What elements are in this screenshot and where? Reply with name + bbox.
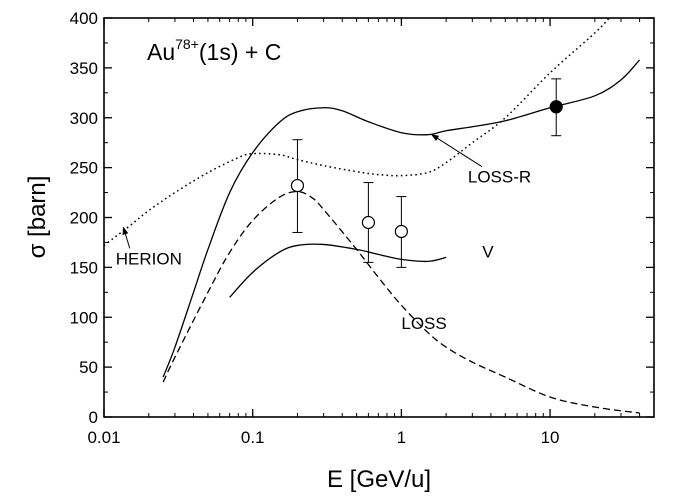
- annotation-superscript: 78+: [175, 36, 199, 52]
- open-circle-marker: [394, 224, 408, 239]
- y-tick-label: 250: [70, 159, 98, 178]
- y-axis-label: σ [barn]: [24, 176, 51, 259]
- curve-label-herion: HERION: [116, 249, 182, 268]
- measurement-point: [290, 139, 305, 233]
- y-tick-label: 200: [70, 209, 98, 228]
- y-tick-label: 50: [79, 358, 98, 377]
- x-tick-label: 0.01: [87, 428, 120, 447]
- x-tick-label: 10: [541, 428, 560, 447]
- curve-label-loss: LOSS: [401, 314, 446, 333]
- curve-label-v: V: [482, 242, 494, 261]
- curves-layer: [104, 18, 641, 414]
- axes-layer: 0 50 100 150 200 250 300 350 400 0.01 0.1 1 10: [70, 9, 654, 447]
- series-loss-r-line: [162, 59, 641, 378]
- annotation-rest: (1s) + C: [199, 39, 281, 65]
- annotation-base: Au: [147, 39, 175, 65]
- y-tick-label: 350: [70, 59, 98, 78]
- open-circle-marker: [361, 215, 375, 230]
- y-tick-label: 400: [70, 9, 98, 28]
- curve-label-arrow: [122, 226, 131, 249]
- measurements-layer: [290, 78, 563, 268]
- filled-circle-marker: [549, 100, 563, 114]
- y-tick-label: 300: [70, 109, 98, 128]
- plot-annotation: Au78+(1s) + C: [147, 36, 281, 65]
- y-tick-label: 100: [70, 308, 98, 327]
- measurement-point: [361, 182, 375, 263]
- open-circle-marker: [290, 178, 305, 193]
- series-herion-line: [104, 18, 610, 247]
- y-tick-label: 150: [70, 258, 98, 277]
- measurement-point: [549, 78, 563, 137]
- curve-label-loss-r: LOSS-R: [468, 168, 531, 187]
- curve-label-arrow: [430, 134, 483, 168]
- curve-labels-layer: LOSS-R V HERION LOSS: [116, 134, 531, 333]
- x-tick-label: 0.1: [241, 428, 265, 447]
- y-tick-label: 0: [89, 408, 98, 427]
- x-tick-label: 1: [397, 428, 406, 447]
- series-v-line: [229, 243, 447, 298]
- measurement-point: [394, 196, 408, 268]
- x-axis-label: E [GeV/u]: [327, 466, 431, 493]
